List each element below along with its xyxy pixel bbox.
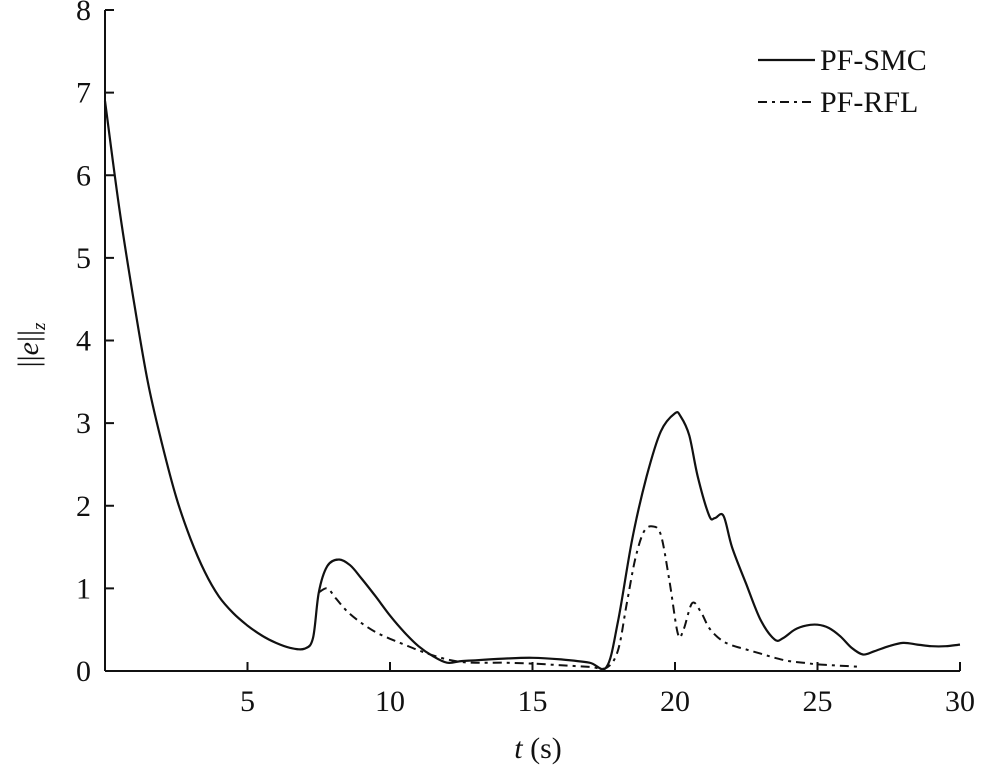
series-line-pf-smc	[103, 100, 961, 671]
y-tick-label: 2	[76, 490, 91, 523]
x-tick-label: 25	[803, 685, 833, 718]
y-tick-label: 8	[76, 0, 91, 27]
series-layer	[103, 100, 961, 671]
y-tick-label: 5	[76, 242, 91, 275]
y-tick-label: 7	[76, 77, 91, 110]
x-tick-label: 15	[518, 685, 548, 718]
legend-label-pf-rfl: PF-RFL	[820, 86, 918, 119]
y-tick-label: 1	[76, 572, 91, 605]
x-ticks: 5 10 15 20 25 30	[240, 662, 975, 718]
y-tick-label: 6	[76, 159, 91, 192]
y-tick-label: 4	[76, 325, 91, 358]
y-ticks: 0 1 2 3 4 5 6 7 8	[76, 0, 114, 688]
series-line-pf-rfl	[318, 525, 861, 670]
y-tick-label: 0	[76, 655, 91, 688]
x-tick-label: 5	[240, 685, 255, 718]
x-axis-title: t (s)	[514, 732, 562, 765]
x-tick-label: 30	[945, 685, 975, 718]
legend: PF-SMC PF-RFL	[758, 44, 927, 119]
y-axis-title: ||e||z	[12, 322, 50, 367]
legend-label-pf-smc: PF-SMC	[820, 44, 927, 77]
y-tick-label: 3	[76, 407, 91, 440]
x-tick-label: 20	[660, 685, 690, 718]
x-tick-label: 10	[375, 685, 405, 718]
